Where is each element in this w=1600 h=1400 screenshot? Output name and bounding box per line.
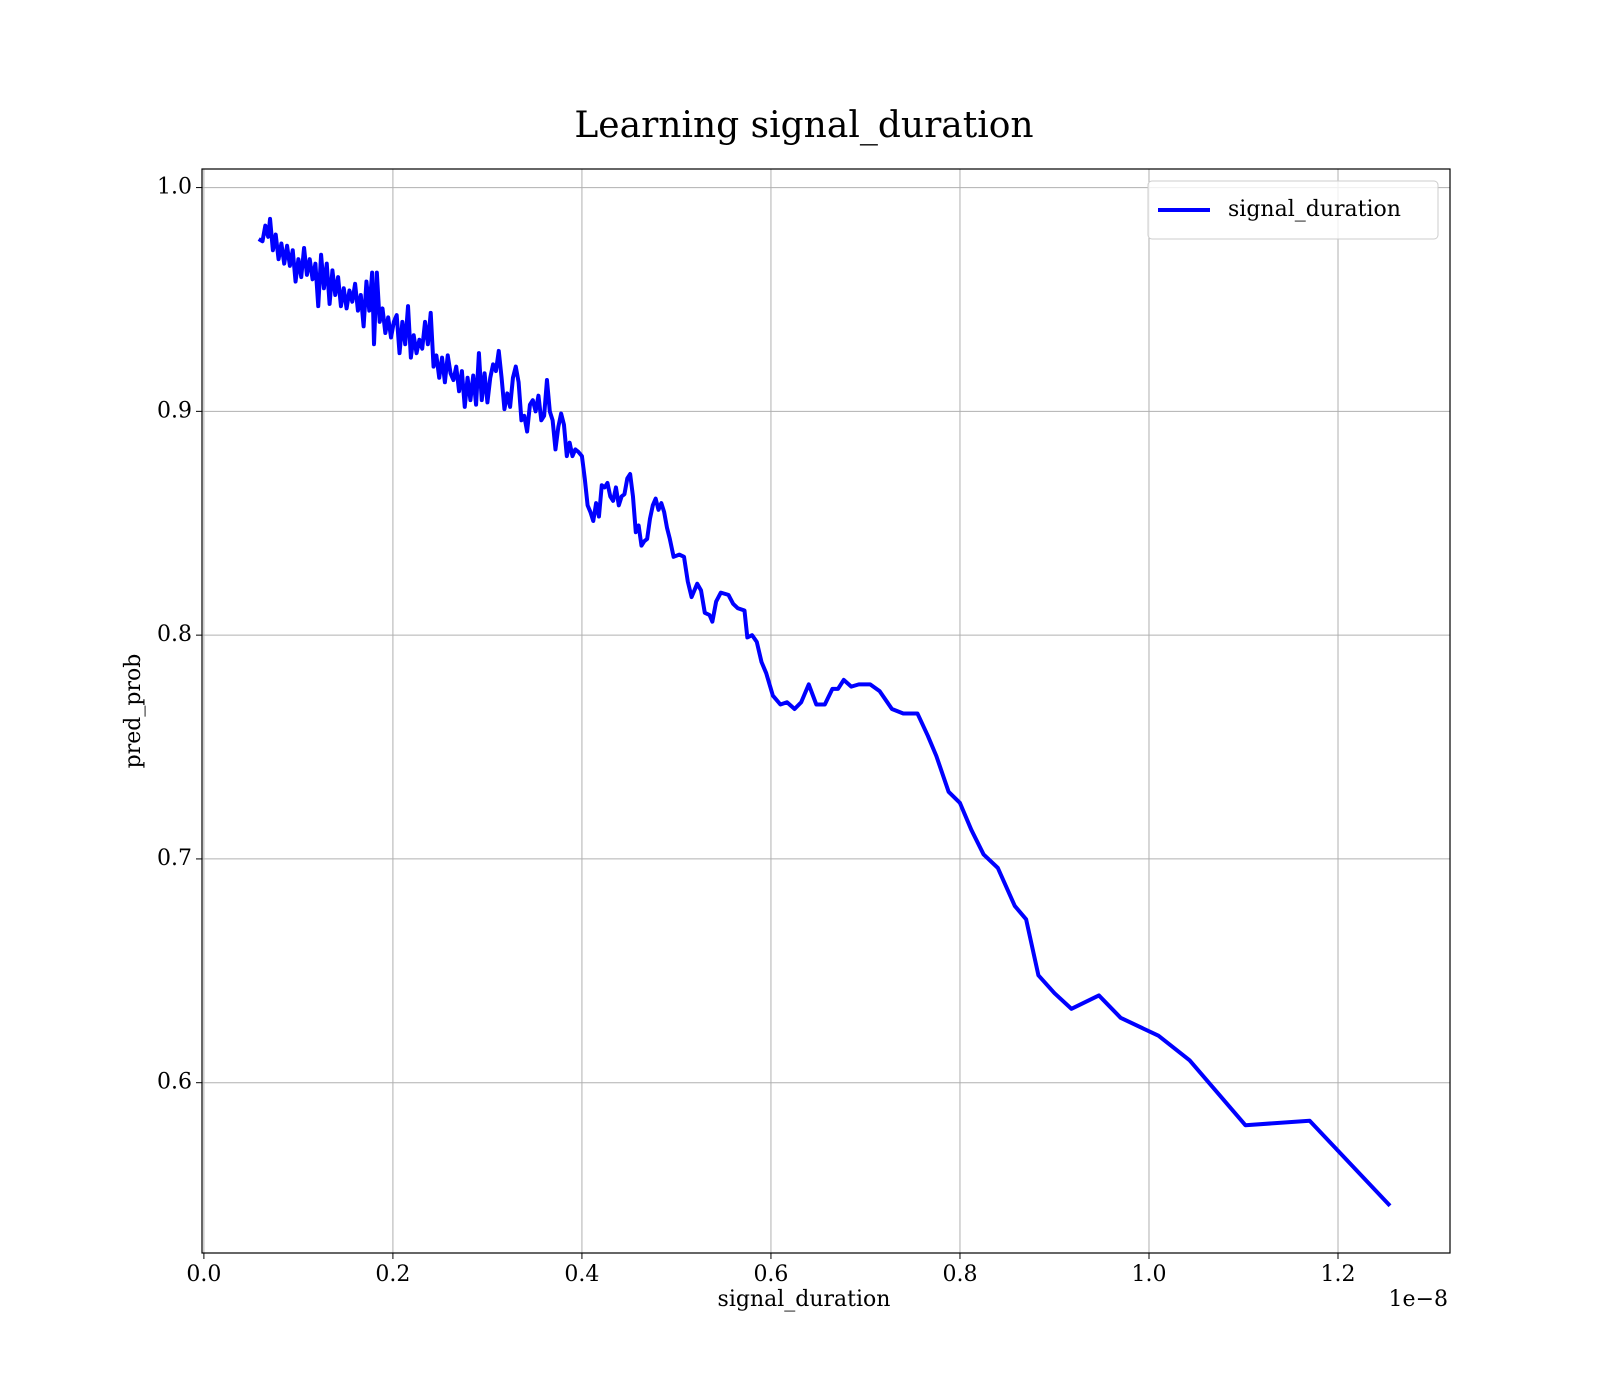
x-tick-label: 0.8 xyxy=(942,1262,977,1287)
x-tick-label: 0.4 xyxy=(564,1262,599,1287)
y-tick-label: 0.6 xyxy=(157,1070,192,1095)
legend-box xyxy=(1147,180,1439,240)
x-tick-label: 1.0 xyxy=(1131,1262,1166,1287)
x-axis-label: signal_duration xyxy=(718,1287,891,1312)
x-tick-label: 0.6 xyxy=(753,1262,788,1287)
y-axis-label: pred_prob xyxy=(121,654,146,769)
x-tick-label: 0.0 xyxy=(186,1262,221,1287)
y-tick-label: 0.9 xyxy=(157,398,192,423)
y-tick-label: 1.0 xyxy=(157,175,192,200)
y-tick-label: 0.7 xyxy=(157,846,192,871)
x-tick-label: 1.2 xyxy=(1321,1262,1356,1287)
legend-label: signal_duration xyxy=(1228,197,1401,222)
x-offset-label: 1e−8 xyxy=(1389,1287,1448,1312)
chart-title: Learning signal_duration xyxy=(574,105,1033,146)
x-tick-label: 0.2 xyxy=(375,1262,410,1287)
data-line xyxy=(257,216,1392,1208)
y-tick-label: 0.8 xyxy=(157,622,192,647)
plot-frame xyxy=(201,168,1451,1254)
